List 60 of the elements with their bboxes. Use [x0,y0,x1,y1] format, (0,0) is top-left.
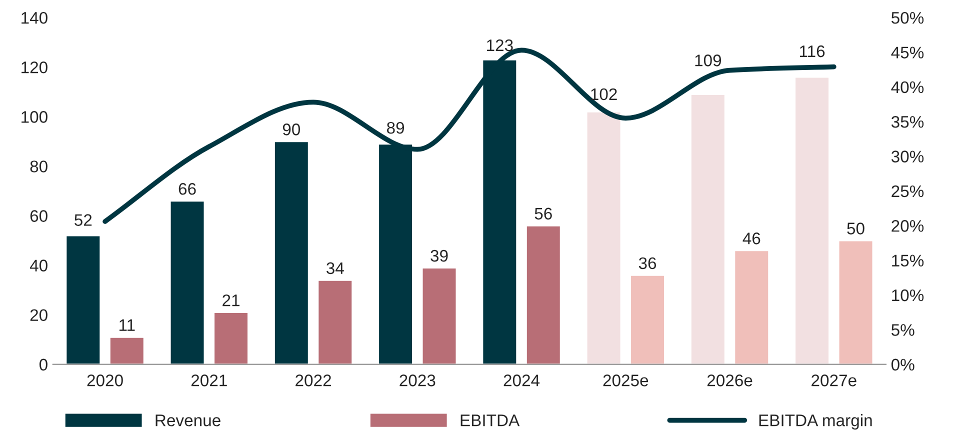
bar [586,111,622,364]
data-label: 116 [800,45,825,58]
y2-tick-label: 25% [892,185,924,198]
y-tick-label: 120 [22,62,48,74]
legend-label: EBITDA [460,414,520,426]
y2-tick-label: 30% [891,150,924,162]
data-label: 66 [178,183,196,195]
y2-tick-label: 50% [891,12,924,24]
x-tick-label: 2027e [812,374,856,386]
data-label: 56 [534,208,552,220]
y-tick-label: 40 [30,260,48,272]
y2-tick-label: 45% [891,46,924,58]
data-label: 36 [638,257,656,270]
y-tick-label: 140 [22,12,48,24]
data-label: 52 [74,214,92,226]
bar [734,250,770,364]
data-label: 89 [386,122,404,134]
y-tick-label: 60 [30,210,48,222]
data-label: 11 [120,319,135,331]
bar [65,234,102,364]
data-label: 39 [430,250,448,262]
bar [421,267,458,364]
data-label: 34 [326,262,344,274]
bar [794,76,830,364]
y-tick-label: 20 [30,309,48,322]
x-tick-label: 2020 [87,374,123,386]
x-tick-label: 2021 [191,374,227,386]
y-tick-label: 100 [22,111,48,123]
legend-label: EBITDA margin [759,414,872,430]
bar [690,94,726,364]
bar [213,312,249,364]
data-label: 102 [591,88,617,100]
y2-tick-label: 40% [891,81,924,94]
bar [109,336,145,364]
y2-tick-label: 5% [891,324,914,336]
y2-tick-label: 10% [892,289,924,302]
data-label: 90 [282,124,300,136]
bar [317,279,354,364]
y2-tick-label: 20% [892,220,924,232]
y2-tick-label: 0% [891,358,914,371]
bar [274,140,310,364]
y-tick-label: 0 [39,358,48,371]
data-label: 21 [222,294,240,306]
data-label: 50 [847,222,864,234]
bar [169,200,206,364]
y2-tick-label: 15% [892,254,924,267]
data-label: 109 [695,54,722,66]
legend-label: Revenue [156,414,220,426]
data-label: 123 [487,39,513,52]
y-tick-label: 80 [30,160,48,172]
y2-tick-label: 35% [891,116,924,128]
x-tick-label: 2022 [296,374,331,386]
x-tick-label: 2023 [400,374,436,386]
bar [630,274,666,364]
x-tick-label: 2024 [504,374,540,386]
bar [838,240,874,364]
data-label: 46 [742,232,760,244]
x-tick-label: 2026e [707,374,752,386]
bar [526,224,562,364]
x-tick-label: 2025e [603,374,648,386]
